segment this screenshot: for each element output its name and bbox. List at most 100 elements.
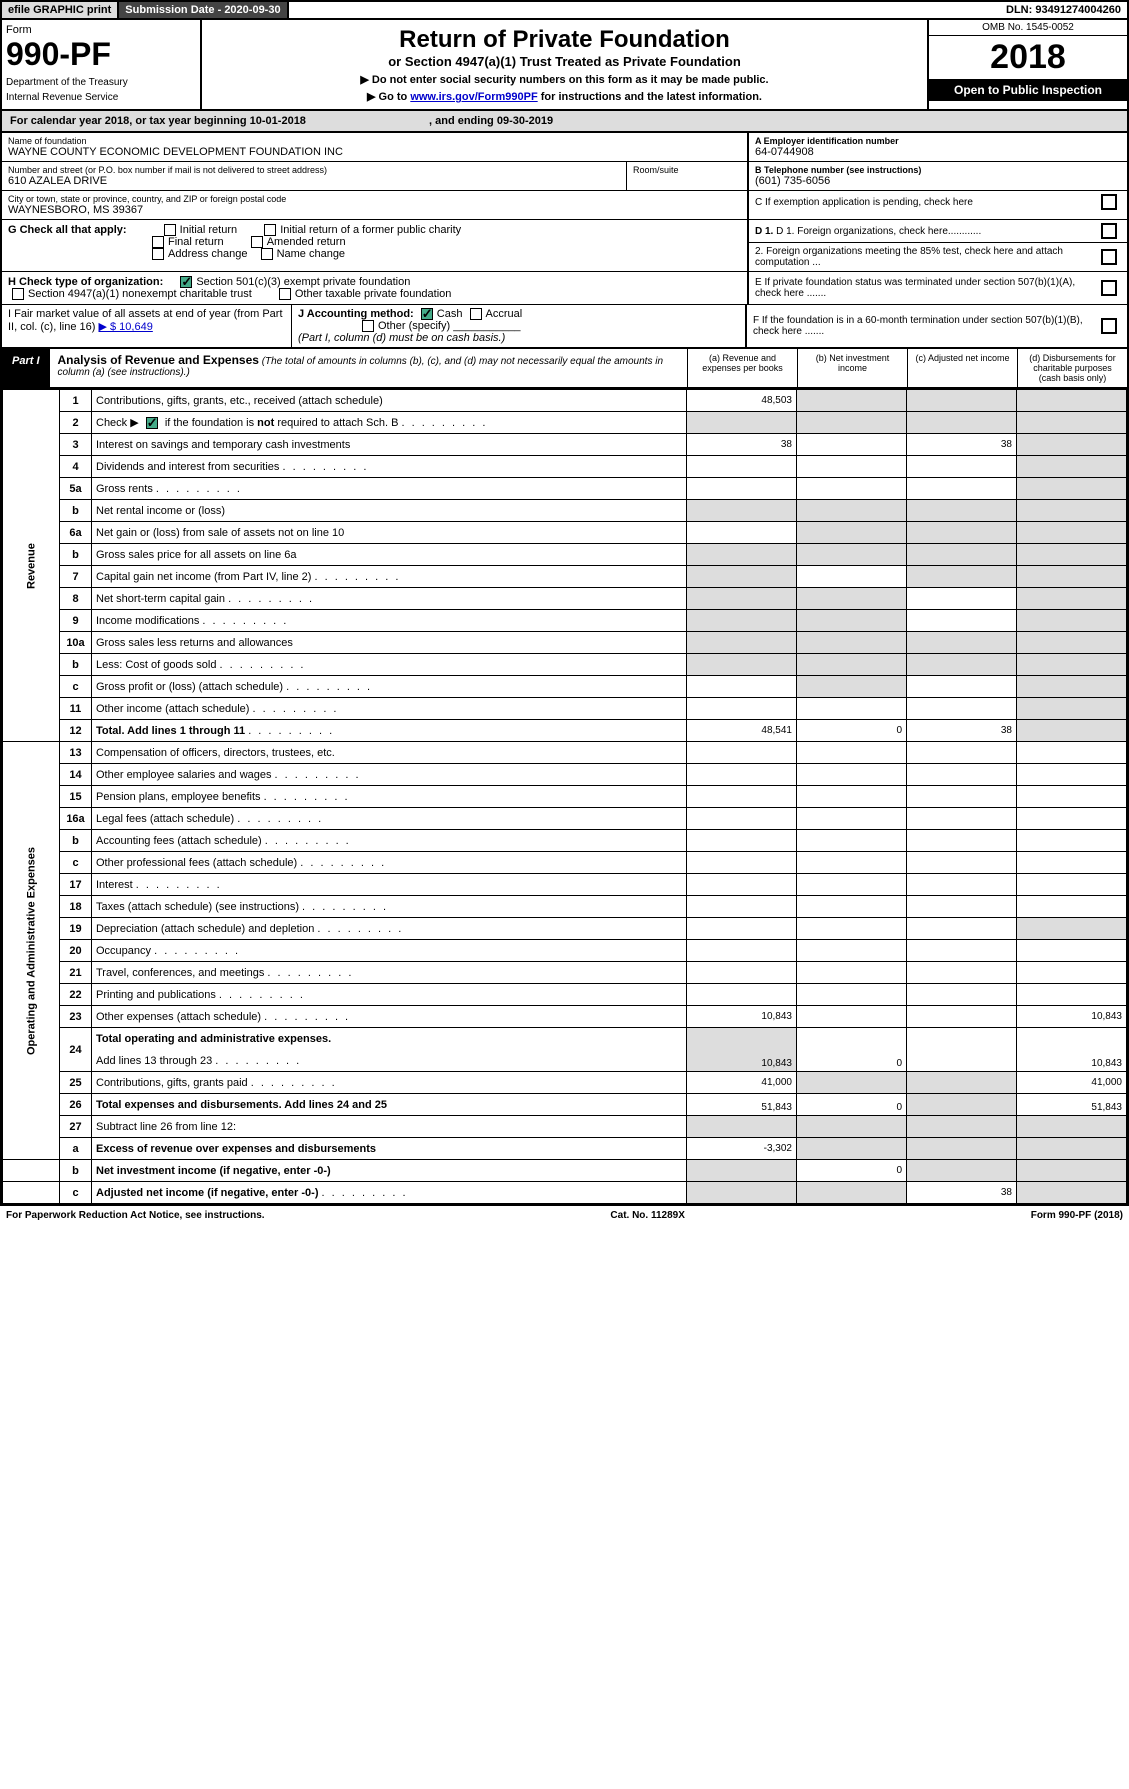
- l12-b: 0: [797, 720, 907, 742]
- table-row: bGross sales price for all assets on lin…: [3, 544, 1127, 566]
- line-17: Interest: [92, 874, 687, 896]
- name-change-checkbox[interactable]: [261, 248, 273, 260]
- line-19: Depreciation (attach schedule) and deple…: [92, 918, 687, 940]
- efile-print-button[interactable]: efile GRAPHIC print: [2, 2, 119, 18]
- col-a-header: (a) Revenue and expenses per books: [687, 349, 797, 387]
- line-7: Capital gain net income (from Part IV, l…: [92, 566, 687, 588]
- ein-cell: A Employer identification number 64-0744…: [749, 133, 1127, 162]
- table-row: Revenue 1Contributions, gifts, grants, e…: [3, 390, 1127, 412]
- l24-a: 10,843: [687, 1028, 797, 1072]
- address-change-checkbox[interactable]: [152, 248, 164, 260]
- cal-pre: For calendar year 2018, or tax year begi…: [10, 115, 250, 127]
- table-row: 15Pension plans, employee benefits: [3, 786, 1127, 808]
- form-container: efile GRAPHIC print Submission Date - 20…: [0, 0, 1129, 1206]
- col-b-header: (b) Net investment income: [797, 349, 907, 387]
- tax-year: 2018: [929, 36, 1127, 79]
- line-11: Other income (attach schedule): [92, 698, 687, 720]
- line-27a: Excess of revenue over expenses and disb…: [92, 1138, 687, 1160]
- i-value[interactable]: ▶ $ 10,649: [98, 321, 152, 333]
- line-10c: Gross profit or (loss) (attach schedule): [92, 676, 687, 698]
- line-16b: Accounting fees (attach schedule): [92, 830, 687, 852]
- header-center: Return of Private Foundation or Section …: [202, 20, 927, 109]
- amended-return-checkbox[interactable]: [251, 236, 263, 248]
- city-label: City or town, state or province, country…: [8, 194, 741, 204]
- table-row: aExcess of revenue over expenses and dis…: [3, 1138, 1127, 1160]
- ssn-warning: ▶ Do not enter social security numbers o…: [208, 73, 921, 86]
- e-checkbox[interactable]: [1101, 280, 1117, 296]
- accrual-checkbox[interactable]: [470, 308, 482, 320]
- l26-b: 0: [797, 1094, 907, 1116]
- form-link[interactable]: www.irs.gov/Form990PF: [410, 91, 537, 103]
- final-return-checkbox[interactable]: [152, 236, 164, 248]
- l12-a: 48,541: [687, 720, 797, 742]
- tel-label: B Telephone number (see instructions): [755, 165, 1121, 175]
- form-footer: Form 990-PF (2018): [1031, 1210, 1123, 1221]
- l12-c: 38: [907, 720, 1017, 742]
- s501-label: Section 501(c)(3) exempt private foundat…: [196, 276, 410, 288]
- l25-a: 41,000: [687, 1072, 797, 1094]
- topbar-spacer: [289, 2, 1000, 18]
- s4947-label: Section 4947(a)(1) nonexempt charitable …: [28, 288, 252, 300]
- other-taxable-checkbox[interactable]: [279, 288, 291, 300]
- c-exemption-checkbox[interactable]: [1101, 194, 1117, 210]
- dept-treasury: Department of the Treasury: [6, 77, 196, 88]
- sch-b-checkbox[interactable]: [146, 417, 158, 429]
- irs: Internal Revenue Service: [6, 92, 196, 103]
- table-row: 14Other employee salaries and wages: [3, 764, 1127, 786]
- id-right: A Employer identification number 64-0744…: [747, 133, 1127, 219]
- d1-checkbox[interactable]: [1101, 223, 1117, 239]
- cal-mid: , and ending: [426, 115, 497, 127]
- g-label: G Check all that apply:: [8, 224, 127, 236]
- table-row: cAdjusted net income (if negative, enter…: [3, 1182, 1127, 1204]
- i-section: I Fair market value of all assets at end…: [2, 305, 292, 347]
- name-change-label: Name change: [277, 248, 346, 260]
- table-row: Operating and Administrative Expenses 13…: [3, 742, 1127, 764]
- d2-checkbox[interactable]: [1101, 249, 1117, 265]
- table-row: 16aLegal fees (attach schedule): [3, 808, 1127, 830]
- table-row: 22Printing and publications: [3, 984, 1127, 1006]
- footer: For Paperwork Reduction Act Notice, see …: [0, 1206, 1129, 1225]
- table-row: 5aGross rents: [3, 478, 1127, 500]
- line-24b: Add lines 13 through 23: [92, 1050, 687, 1072]
- table-row: 19Depreciation (attach schedule) and dep…: [3, 918, 1127, 940]
- line-10a: Gross sales less returns and allowances: [92, 632, 687, 654]
- line-27b: Net investment income (if negative, ente…: [92, 1160, 687, 1182]
- table-row: 27Subtract line 26 from line 12:: [3, 1116, 1127, 1138]
- cash-checkbox[interactable]: [421, 308, 433, 320]
- e-section: E If private foundation status was termi…: [747, 272, 1127, 304]
- header-right: OMB No. 1545-0052 2018 Open to Public In…: [927, 20, 1127, 109]
- part1-title: Analysis of Revenue and Expenses: [58, 353, 259, 367]
- table-row: 8Net short-term capital gain: [3, 588, 1127, 610]
- c-exemption-text: C If exemption application is pending, c…: [755, 197, 1097, 208]
- telephone: (601) 735-6056: [755, 175, 1121, 187]
- ein-value: 64-0744908: [755, 146, 1121, 158]
- table-row: 2Check ▶ if the foundation is not requir…: [3, 412, 1127, 434]
- city-cell: City or town, state or province, country…: [2, 191, 747, 219]
- table-row: cOther professional fees (attach schedul…: [3, 852, 1127, 874]
- s501-checkbox[interactable]: [180, 276, 192, 288]
- f-checkbox[interactable]: [1101, 318, 1117, 334]
- line-1: Contributions, gifts, grants, etc., rece…: [92, 390, 687, 412]
- form-subtitle: or Section 4947(a)(1) Trust Treated as P…: [208, 54, 921, 69]
- e-text: E If private foundation status was termi…: [755, 277, 1097, 299]
- initial-former-checkbox[interactable]: [264, 224, 276, 236]
- initial-return-checkbox[interactable]: [164, 224, 176, 236]
- opex-section-label: Operating and Administrative Expenses: [3, 742, 60, 1160]
- line-8: Net short-term capital gain: [92, 588, 687, 610]
- goto-pre: ▶ Go to: [367, 91, 410, 103]
- l3-a: 38: [687, 434, 797, 456]
- l23-d: 10,843: [1017, 1006, 1127, 1028]
- accrual-label: Accrual: [486, 308, 523, 320]
- s4947-checkbox[interactable]: [12, 288, 24, 300]
- other-method-checkbox[interactable]: [362, 320, 374, 332]
- table-row: 10aGross sales less returns and allowanc…: [3, 632, 1127, 654]
- table-row: 4Dividends and interest from securities: [3, 456, 1127, 478]
- form-label: Form: [6, 24, 196, 36]
- id-block: Name of foundation WAYNE COUNTY ECONOMIC…: [2, 133, 1127, 220]
- top-bar: efile GRAPHIC print Submission Date - 20…: [2, 2, 1127, 20]
- d-section: D 1. D 1. Foreign organizations, check h…: [747, 220, 1127, 271]
- line-20: Occupancy: [92, 940, 687, 962]
- table-row: 12Total. Add lines 1 through 11 48,54103…: [3, 720, 1127, 742]
- line-18: Taxes (attach schedule) (see instruction…: [92, 896, 687, 918]
- line-15: Pension plans, employee benefits: [92, 786, 687, 808]
